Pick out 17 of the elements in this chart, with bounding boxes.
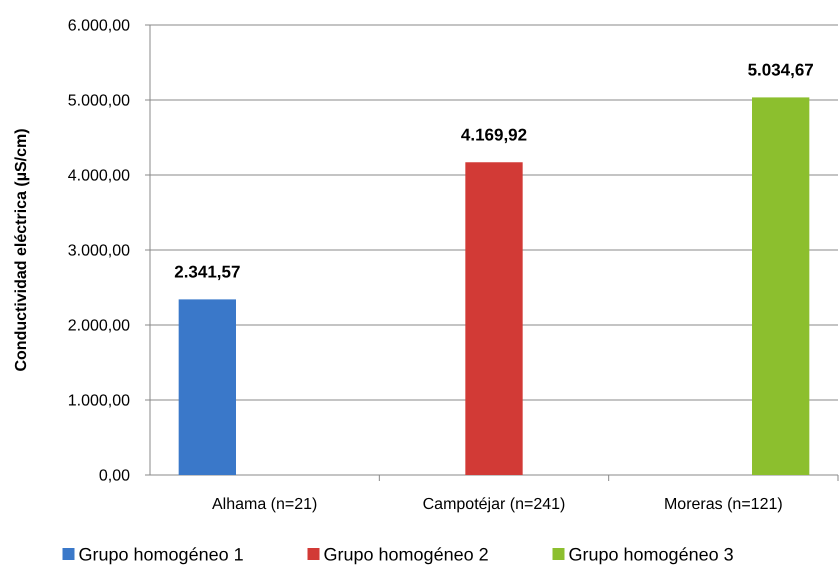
- legend-label: Grupo homogéneo 2: [324, 544, 489, 564]
- y-tick-label: 0,00: [98, 468, 130, 485]
- x-tick-label: Alhama (n=21): [212, 496, 318, 513]
- y-tick-label: 6.000,00: [68, 18, 130, 35]
- y-tick-label: 3.000,00: [68, 242, 130, 260]
- x-tick-label: Campotéjar (n=241): [422, 496, 566, 513]
- y-axis-title: Conductividad eléctrica (µS/cm): [13, 128, 30, 372]
- y-tick-label: 5.000,00: [68, 92, 130, 110]
- x-tick-label: Moreras (n=121): [664, 496, 783, 513]
- legend-label: Grupo homogéneo 3: [568, 544, 734, 564]
- legend-label: Grupo homogéneo 1: [78, 544, 244, 564]
- data-label: 2.341,57: [174, 262, 240, 282]
- y-tick-label: 2.000,00: [68, 318, 130, 335]
- y-tick-label: 1.000,00: [68, 392, 130, 410]
- y-tick-label: 4.000,00: [68, 168, 130, 185]
- data-label: 4.169,92: [460, 125, 528, 144]
- data-label: 5.034,67: [748, 60, 814, 80]
